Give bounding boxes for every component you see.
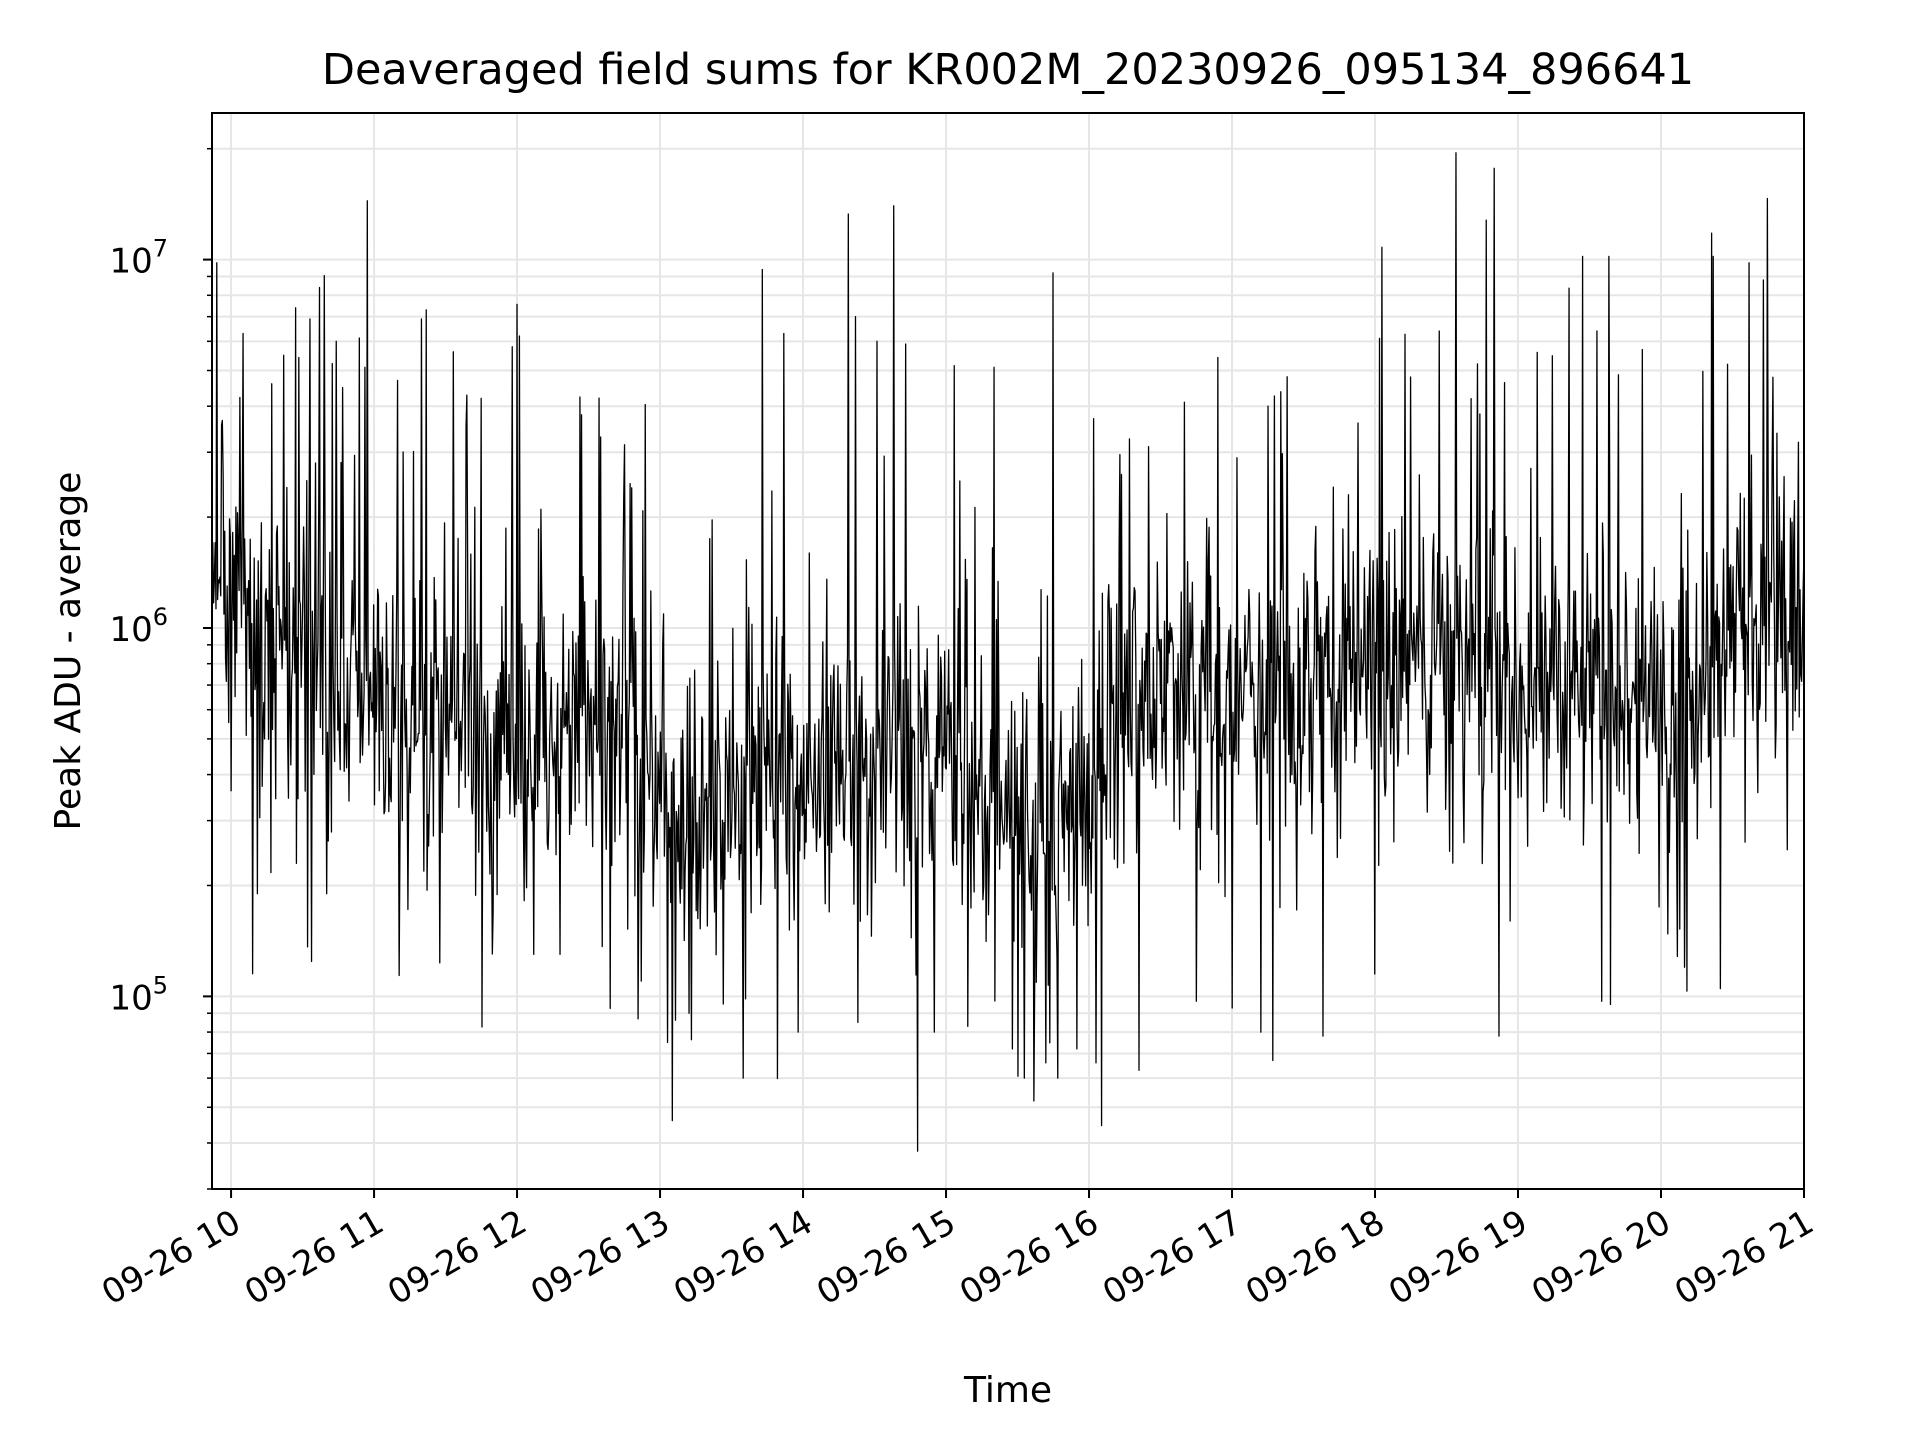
series-line xyxy=(211,152,1805,1152)
plot-frame xyxy=(211,112,1805,1190)
y-tick-label: 107 xyxy=(109,235,168,282)
chart-title: Deaveraged field sums for KR002M_2023092… xyxy=(322,45,1694,95)
y-axis-ticks: 105 106 107 xyxy=(109,147,212,1190)
y-axis-label: Peak ADU - average xyxy=(48,472,89,831)
x-axis-label: Time xyxy=(963,1370,1052,1411)
data-series xyxy=(211,152,1805,1152)
y-tick-label: 105 xyxy=(109,971,168,1018)
y-tick-label: 106 xyxy=(109,603,168,650)
